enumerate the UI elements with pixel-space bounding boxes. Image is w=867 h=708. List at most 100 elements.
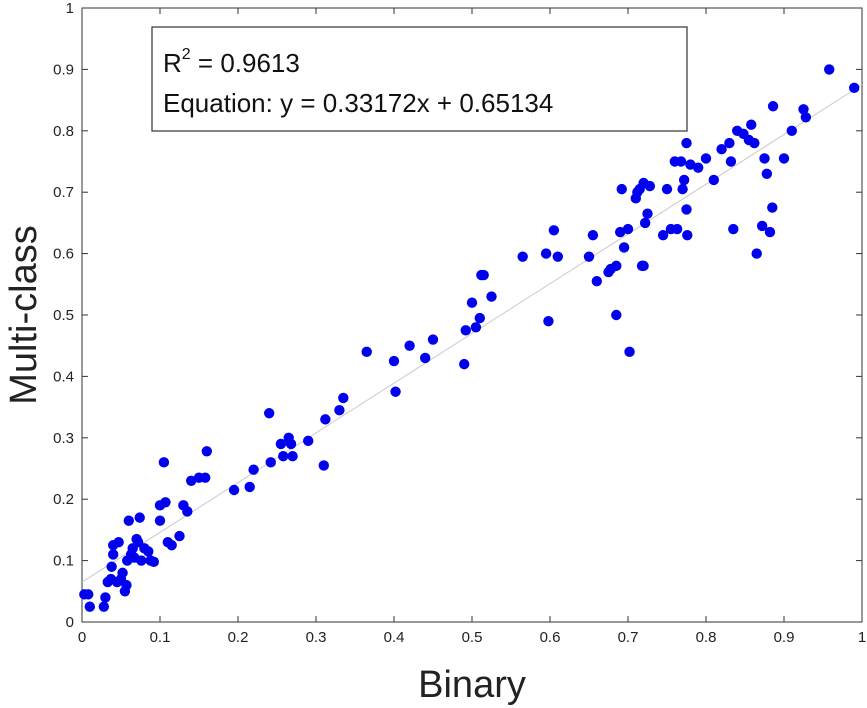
data-point: [644, 180, 656, 192]
data-point: [459, 358, 470, 370]
data-point: [678, 174, 690, 186]
y-axis-title: Multi-class: [3, 225, 45, 404]
data-point: [728, 223, 739, 235]
trendline-line: [81, 84, 863, 583]
data-point: [248, 464, 259, 475]
data-point: [182, 506, 193, 517]
data-point: [681, 137, 692, 149]
data-point: [186, 475, 197, 486]
data-point: [800, 112, 812, 123]
data-point: [228, 484, 240, 496]
data-point: [143, 546, 154, 557]
data-point: [338, 392, 349, 404]
data-point: [716, 144, 727, 155]
data-point: [700, 153, 712, 164]
data-point: [591, 276, 602, 287]
y-axis: 0 0.1 0.2 0.3 0.4 0.5 0.6 0.7 0.8 0.9 1: [53, 0, 862, 631]
data-point: [117, 567, 128, 579]
data-point: [778, 153, 790, 164]
data-point: [486, 291, 497, 302]
data-point: [849, 82, 860, 94]
data-point: [685, 159, 696, 170]
data-point: [681, 204, 692, 215]
data-point: [751, 248, 762, 259]
x-tick-label: 0.6: [540, 629, 561, 646]
y-tick-label: 1: [66, 0, 74, 17]
data-point: [108, 549, 119, 560]
data-point: [682, 229, 693, 241]
data-point: [84, 601, 96, 612]
data-points: [79, 64, 860, 612]
data-point: [244, 481, 255, 493]
data-point: [427, 334, 439, 345]
data-point: [693, 162, 704, 173]
y-tick-label: 0.5: [53, 307, 74, 324]
data-point: [642, 208, 653, 219]
data-point: [474, 312, 485, 324]
data-point: [98, 601, 110, 612]
data-point: [761, 168, 773, 179]
x-tick-label: 0: [78, 629, 86, 646]
data-point: [657, 229, 669, 241]
data-point: [275, 438, 287, 450]
data-point: [388, 355, 400, 367]
data-point: [749, 137, 760, 149]
data-point: [154, 515, 166, 526]
data-point: [624, 346, 635, 358]
data-point: [390, 386, 401, 397]
y-tick-label: 0.9: [53, 61, 74, 78]
x-tick-label: 1: [858, 629, 866, 646]
data-point: [303, 435, 314, 447]
x-tick-label: 0.3: [306, 629, 327, 646]
data-point: [113, 536, 124, 548]
x-tick-label: 0.9: [774, 629, 795, 646]
y-tick-label: 0.4: [53, 368, 74, 385]
data-point: [174, 530, 185, 542]
data-point: [824, 64, 835, 75]
data-point: [767, 101, 779, 112]
data-point: [148, 556, 159, 568]
data-point: [677, 183, 688, 195]
data-point: [160, 497, 171, 508]
data-point: [264, 408, 275, 419]
data-point: [759, 153, 770, 164]
data-point: [746, 119, 757, 130]
y-tick-label: 0.6: [53, 246, 74, 263]
x-tick-label: 0.5: [462, 629, 483, 646]
data-point: [583, 251, 595, 262]
data-point: [287, 451, 298, 462]
data-point: [334, 404, 345, 416]
data-point: [638, 260, 649, 272]
data-point: [201, 446, 212, 457]
data-point: [639, 217, 651, 229]
data-point: [618, 242, 630, 253]
data-point: [543, 315, 554, 327]
equation-label: Equation: y = 0.33172x + 0.65134: [163, 88, 553, 118]
data-point: [100, 592, 111, 603]
data-point: [552, 251, 563, 262]
data-point: [404, 340, 415, 351]
data-point: [622, 223, 634, 235]
data-point: [756, 220, 768, 232]
data-point: [671, 223, 683, 235]
x-tick-label: 0.7: [618, 629, 639, 646]
x-axis: 0 0.1 0.2 0.3 0.4 0.5 0.6 0.7 0.8 0.9 1: [78, 8, 866, 646]
data-point: [517, 251, 528, 262]
x-tick-label: 0.8: [696, 629, 717, 646]
data-point: [616, 183, 627, 195]
y-tick-label: 0.3: [53, 430, 74, 447]
data-point: [121, 579, 132, 591]
data-point: [361, 346, 372, 358]
data-point: [265, 457, 276, 468]
data-point: [460, 325, 471, 336]
data-point: [420, 352, 431, 364]
data-point: [478, 269, 489, 281]
data-point: [278, 451, 289, 462]
x-tick-label: 0.2: [228, 629, 249, 646]
x-tick-label: 0.1: [150, 629, 171, 646]
data-point: [470, 322, 482, 333]
data-point: [675, 156, 687, 167]
y-tick-label: 0: [66, 614, 74, 631]
y-tick-label: 0.2: [53, 491, 74, 508]
data-point: [708, 174, 719, 186]
